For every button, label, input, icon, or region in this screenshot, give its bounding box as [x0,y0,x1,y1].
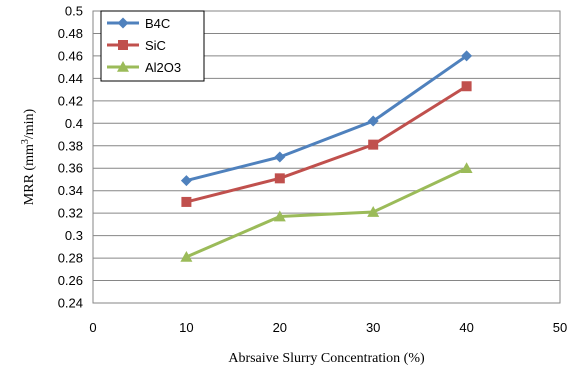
x-tick-labels: 0 10 20 30 40 50 [89,320,567,335]
data-point [367,206,380,217]
y-tick-label: 0.36 [58,161,83,176]
data-point [180,175,192,187]
x-tick-label: 30 [366,320,380,335]
legend-item: SiC [107,38,166,53]
y-tick-label: 0.32 [58,206,83,221]
y-tick-label: 0.46 [58,48,83,63]
series-1 [181,81,472,207]
y-axis-title-unit: /min) [22,108,37,139]
x-tick-label: 0 [89,320,96,335]
x-tick-label: 20 [273,320,287,335]
y-axis-title-main: MRR (mm [22,144,37,205]
data-point [368,139,379,150]
data-point [273,210,286,222]
legend-item: Al2O3 [107,60,181,75]
data-point [180,250,193,262]
data-point [274,151,286,163]
legend-marker [117,17,129,29]
x-tick-label: 10 [179,320,193,335]
legend-label: Al2O3 [145,60,181,75]
plot-area-frame [92,10,561,304]
y-axis-title-superscript: 3 [20,139,31,144]
series-0 [180,50,473,187]
data-point [367,115,379,127]
y-tick-label: 0.44 [58,71,83,86]
data-point [181,196,192,207]
series-line [185,166,468,259]
y-tick-label: 0.4 [65,116,83,131]
series-2 [180,162,473,262]
y-tick-label: 0.34 [58,183,83,198]
y-axis-title: MRR (mm3/min) [20,108,38,205]
y-tick-label: 0.42 [58,93,83,108]
x-axis-title: Abrsaive Slurry Concentration (%) [228,351,425,366]
x-tick-label: 50 [553,320,567,335]
legend-marker [118,40,128,50]
y-tick-label: 0.28 [58,251,83,266]
legend-marker [117,61,129,72]
legend-item: B4C [107,16,170,31]
y-tick-label: 0.26 [58,273,83,288]
data-point [461,81,472,92]
data-point [461,50,473,62]
series-line [186,84,468,204]
data-point [274,173,285,184]
legend: B4C SiC Al2O3 [100,10,205,82]
series-group [180,50,473,262]
y-tick-label: 0.38 [58,138,83,153]
legend-label: B4C [145,16,170,31]
series-line [186,54,468,183]
y-tick-labels: 0.24 0.26 0.28 0.3 0.32 0.34 0.36 0.38 0.4 0.42 0.… [58,4,83,311]
data-point [460,162,473,174]
y-tick-label: 0.24 [58,296,83,311]
y-tick-label: 0.48 [58,26,83,41]
legend-label: SiC [145,38,166,53]
x-tick-label: 40 [459,320,473,335]
y-tick-label: 0.3 [65,228,83,243]
y-tick-label: 0.5 [65,4,83,19]
